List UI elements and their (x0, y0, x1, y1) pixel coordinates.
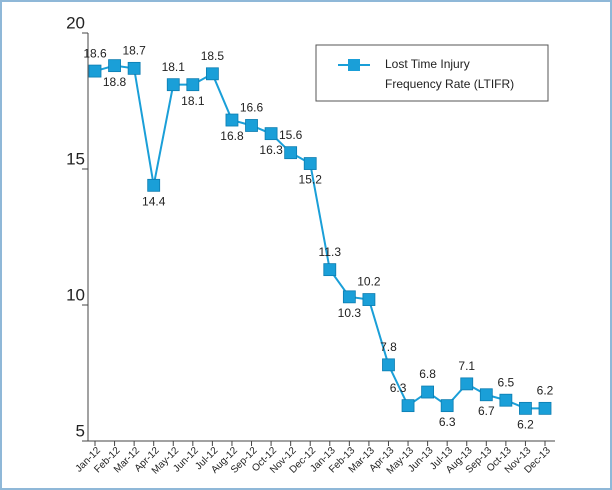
data-label: 18.8 (103, 75, 127, 89)
data-label: 16.8 (220, 129, 244, 143)
data-label: 6.8 (419, 367, 436, 381)
legend-box (315, 44, 549, 102)
data-label: 14.4 (142, 194, 166, 208)
legend-label: Lost Time Injury Frequency Rate (LTIFR) (385, 57, 514, 91)
data-label: 16.6 (240, 101, 264, 115)
data-label: 15.6 (279, 128, 303, 142)
data-label: 6.5 (498, 375, 515, 389)
data-label: 11.3 (319, 245, 342, 259)
data-label: 15.2 (299, 173, 323, 187)
marker (245, 119, 258, 132)
marker (479, 388, 493, 402)
y-tick-label: 20 (66, 13, 85, 32)
y-tick-label: 15 (66, 149, 85, 168)
marker (323, 263, 337, 277)
marker (147, 178, 161, 192)
data-label: 18.5 (201, 49, 225, 63)
legend-label-line: Lost Time Injury (385, 57, 470, 71)
data-label: 7.1 (458, 359, 475, 373)
marker (401, 399, 415, 413)
data-label: 6.2 (517, 418, 534, 432)
marker (166, 78, 180, 92)
marker (225, 113, 239, 127)
marker (186, 78, 200, 92)
data-label: 7.8 (380, 340, 397, 354)
y-tick-label: 10 (66, 285, 85, 304)
data-label: 10.2 (357, 275, 381, 289)
data-label: 6.3 (439, 415, 456, 429)
data-label: 6.2 (537, 384, 554, 398)
data-label: 6.3 (390, 381, 407, 395)
marker (88, 64, 102, 78)
marker (460, 377, 474, 391)
marker (108, 59, 121, 73)
marker (127, 61, 141, 75)
data-label: 18.6 (83, 46, 107, 60)
data-label: 18.7 (122, 44, 146, 58)
legend-label-line: Frequency Rate (LTIFR) (385, 77, 514, 91)
marker (499, 393, 513, 407)
data-label: 10.3 (338, 306, 362, 320)
y-tick-label: 5 (76, 421, 85, 440)
marker (303, 157, 317, 170)
marker (382, 358, 395, 372)
marker (205, 67, 219, 81)
marker (264, 127, 278, 141)
legend-marker (348, 59, 360, 71)
data-label: 18.1 (181, 94, 205, 108)
marker (440, 399, 454, 413)
marker (284, 146, 298, 160)
data-label: 6.7 (478, 404, 495, 418)
marker (421, 385, 435, 399)
marker (342, 290, 356, 304)
marker (538, 401, 552, 415)
data-label: 16.3 (259, 143, 283, 157)
data-label: 18.1 (162, 60, 186, 74)
marker (519, 401, 532, 415)
marker (362, 293, 376, 306)
